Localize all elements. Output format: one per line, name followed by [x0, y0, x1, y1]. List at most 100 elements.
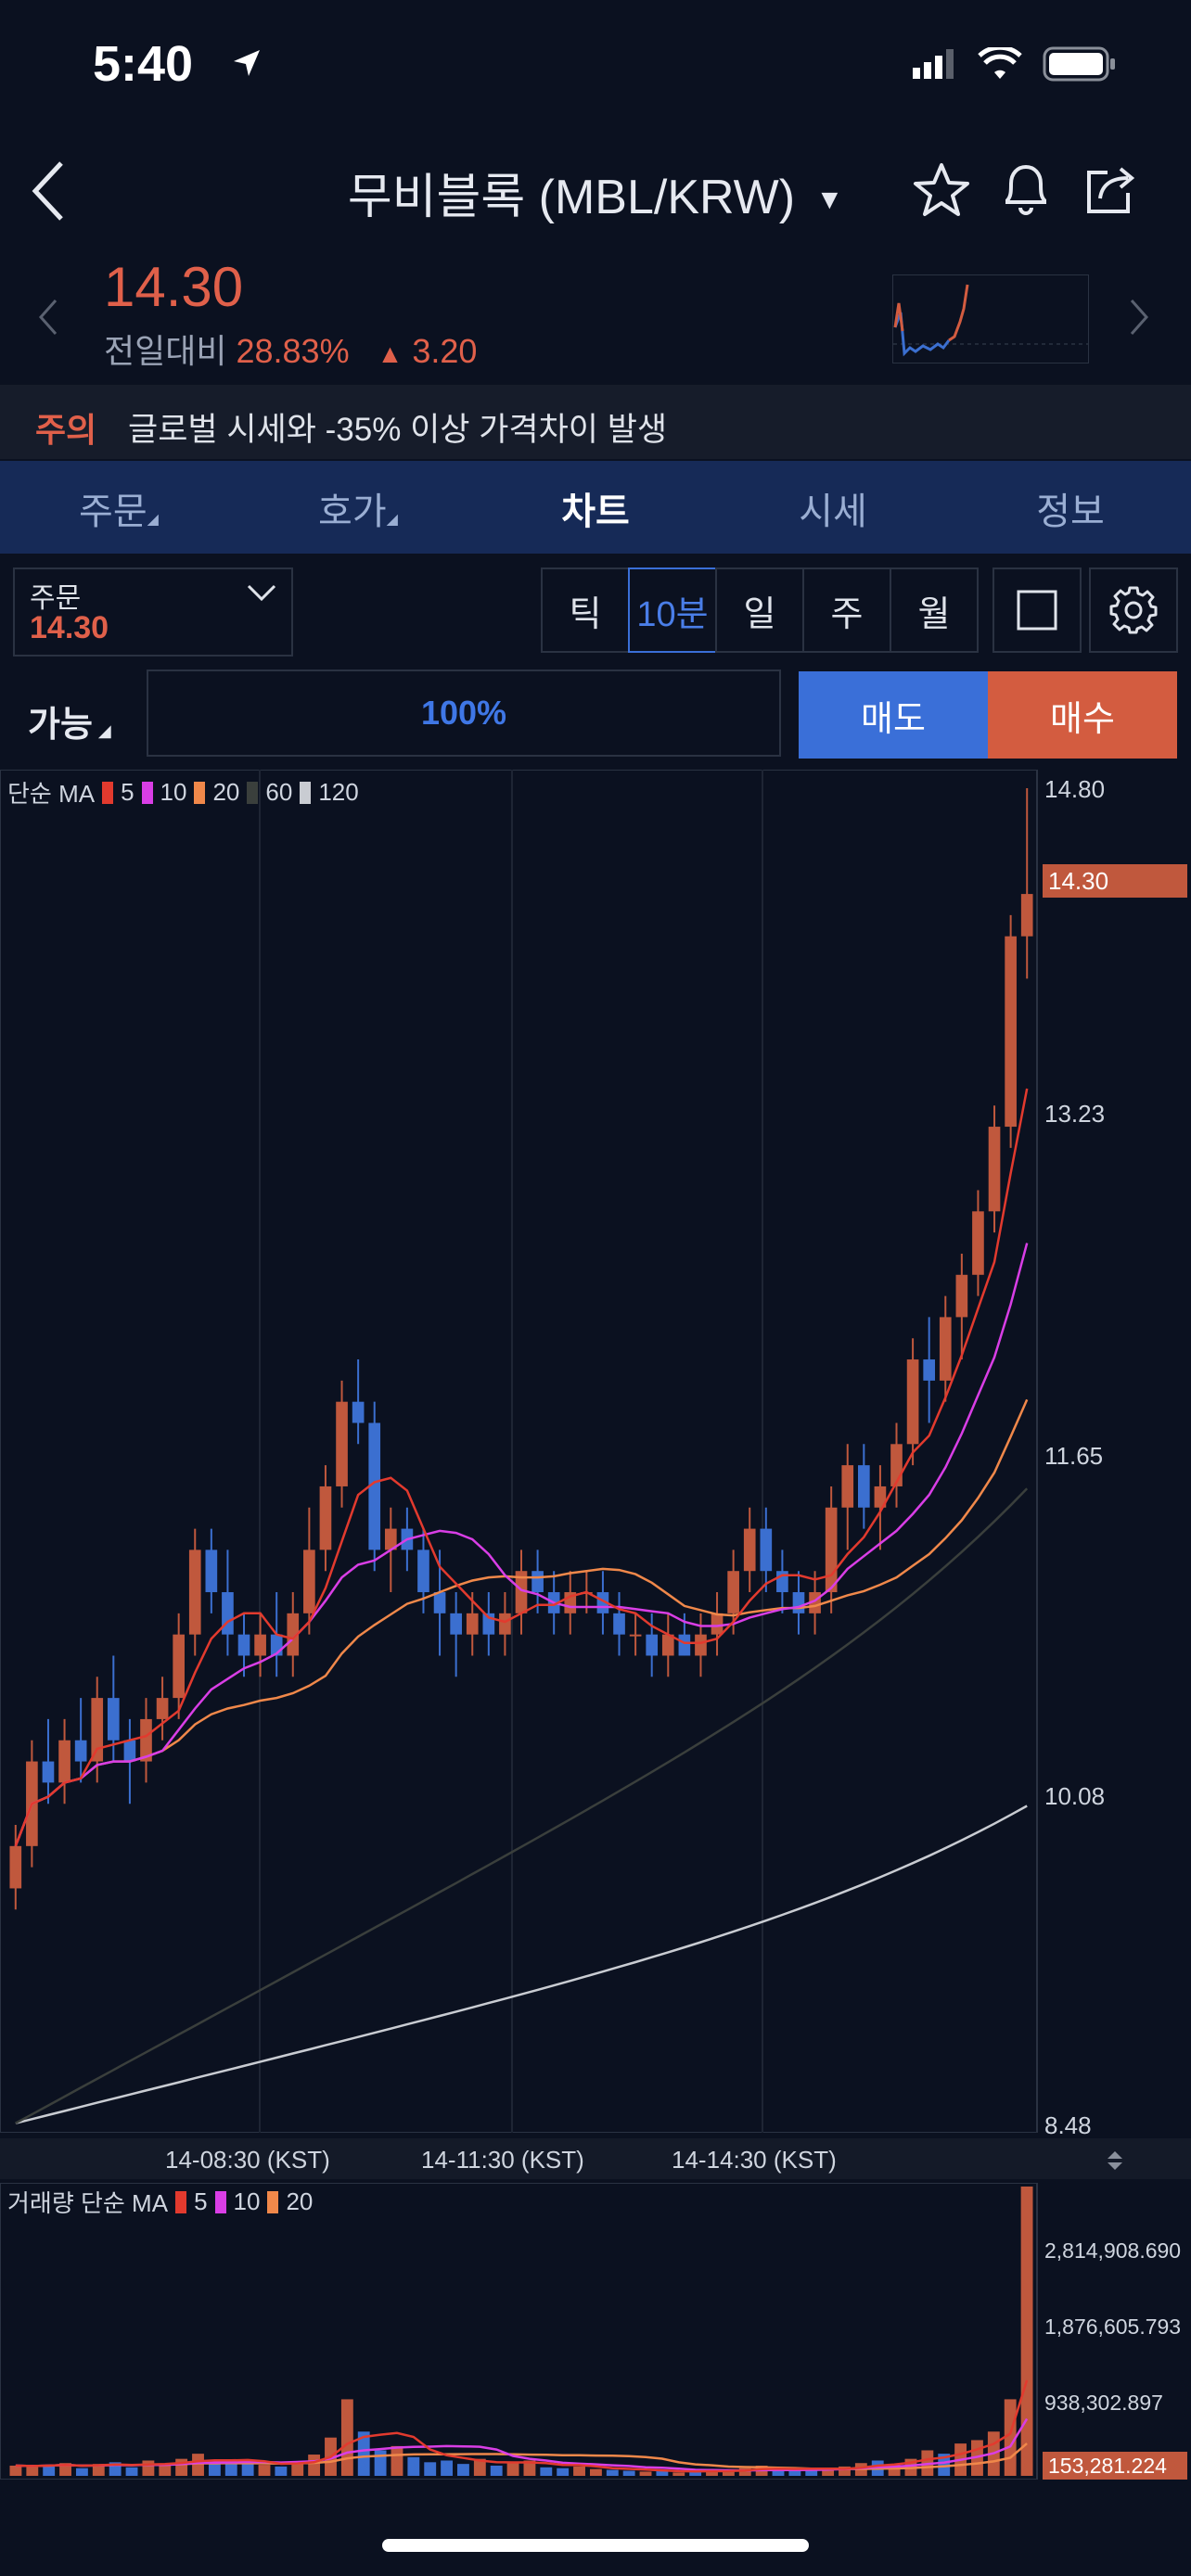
sell-button[interactable]: 매도 — [799, 671, 988, 759]
tab-order[interactable]: 주문◢ — [79, 481, 159, 535]
favorite-star-icon[interactable] — [913, 161, 970, 223]
gear-icon — [1109, 586, 1158, 634]
volume-bar — [722, 2470, 735, 2476]
ma10-line — [14, 1243, 1029, 1847]
timeframe-day[interactable]: 일 — [715, 567, 804, 653]
candle-body — [384, 1528, 397, 1550]
timeframe-month[interactable]: 월 — [890, 567, 979, 653]
order-price-value: 14.30 — [30, 610, 109, 645]
candle-body — [205, 1549, 218, 1593]
tab-chart[interactable]: 차트 — [561, 481, 630, 535]
share-icon[interactable] — [1082, 159, 1141, 223]
ma60-label: 60 — [265, 778, 293, 806]
candle-body — [613, 1613, 625, 1635]
next-market-icon[interactable] — [1128, 297, 1150, 342]
buy-button[interactable]: 매수 — [988, 671, 1177, 759]
volume-ma-legend: 거래량 단순 MA 5 10 20 — [7, 2185, 313, 2219]
price-chart[interactable] — [0, 769, 1191, 2134]
volume-tick-label: 1,876,605.793 — [1044, 2315, 1182, 2339]
volume-bar — [241, 2464, 254, 2476]
volume-chart[interactable] — [0, 2182, 1191, 2480]
candle-body — [858, 1465, 870, 1508]
volume-chart-svg — [0, 2182, 1038, 2480]
volume-bar — [805, 2469, 818, 2476]
order-percent-selector[interactable]: 100% — [147, 670, 781, 757]
candle-body — [58, 1740, 70, 1783]
volume-bar — [125, 2467, 138, 2476]
resize-handle-icon[interactable] — [1102, 2148, 1128, 2178]
available-label: 가능 — [28, 706, 93, 745]
timeframe-tick[interactable]: 틱 — [541, 567, 630, 653]
candle-body — [1020, 894, 1033, 937]
home-indicator[interactable] — [382, 2539, 809, 2552]
warning-banner[interactable]: 주의 글로벌 시세와 -35% 이상 가격차이 발생 — [0, 385, 1191, 459]
vma5-label: 5 — [194, 2187, 208, 2215]
volume-bar — [357, 2431, 370, 2476]
bell-icon[interactable] — [1000, 159, 1052, 223]
volume-bar — [208, 2463, 221, 2476]
candle-body — [531, 1571, 544, 1593]
volume-bar — [490, 2465, 503, 2476]
x-tick-label: 14-08:30 (KST) — [165, 2146, 330, 2174]
y-tick-label: 8.48 — [1044, 2111, 1092, 2139]
volume-frame — [0, 2182, 1038, 2480]
market-title-text: 무비블록 (MBL/KRW) — [347, 171, 796, 224]
tab-quotes[interactable]: 시세 — [799, 481, 867, 535]
ma5-label: 5 — [121, 778, 134, 806]
y-tick-label: 13.23 — [1044, 1100, 1106, 1128]
back-button[interactable] — [28, 158, 69, 229]
change-pct: 28.83% — [236, 332, 350, 370]
available-amount-toggle[interactable]: 가능 ◢ — [28, 695, 111, 746]
ma20-swatch — [194, 781, 206, 804]
volume-bar — [606, 2469, 619, 2476]
candle-body — [695, 1634, 707, 1656]
candle-body — [988, 1127, 1001, 1212]
volume-bar — [738, 2468, 751, 2476]
volume-bar — [26, 2466, 39, 2476]
timeframe-10min[interactable]: 10분 — [628, 567, 717, 653]
volume-bar — [291, 2461, 304, 2476]
ma5-swatch — [102, 781, 114, 804]
candle-body — [874, 1486, 887, 1508]
volume-bar — [473, 2458, 486, 2476]
candle-body — [661, 1634, 674, 1656]
volume-bar — [192, 2454, 204, 2476]
current-price: 14.30 — [104, 256, 244, 318]
candle-body — [91, 1698, 104, 1762]
ma-legend-title: 단순 MA — [7, 780, 96, 808]
current-price-tag: 14.30 — [1043, 864, 1187, 898]
volume-tick-label: 938,302.897 — [1044, 2391, 1163, 2415]
volume-bar — [656, 2470, 669, 2476]
ma60-swatch — [247, 781, 259, 804]
up-triangle-icon: ▲ — [377, 339, 403, 368]
warning-label: 주의 — [35, 411, 97, 449]
market-title[interactable]: 무비블록 (MBL/KRW) ▼ — [0, 158, 1191, 227]
prev-market-icon[interactable] — [37, 297, 59, 342]
settings-button[interactable] — [1089, 567, 1178, 653]
volume-bar — [92, 2464, 105, 2476]
candle-body — [287, 1613, 300, 1656]
candle-body — [368, 1422, 381, 1550]
volume-bar — [43, 2465, 56, 2476]
volume-bar — [689, 2471, 702, 2476]
tab-orderbook[interactable]: 호가◢ — [318, 481, 398, 535]
tab-info[interactable]: 정보 — [1036, 481, 1105, 535]
vma10-swatch — [214, 2190, 226, 2213]
timeframe-week[interactable]: 주 — [802, 567, 891, 653]
price-change: 전일대비 28.83% ▲ 3.20 — [104, 325, 477, 373]
candle-body — [629, 1634, 642, 1637]
signal-icon — [913, 49, 957, 83]
volume-bar — [822, 2468, 835, 2476]
candle-body — [140, 1718, 152, 1762]
candle-body — [74, 1740, 87, 1762]
order-type-dropdown[interactable]: 주문 14.30 — [13, 567, 293, 657]
candle-body — [792, 1592, 805, 1613]
fullscreen-button[interactable] — [992, 567, 1082, 653]
candle-body — [42, 1761, 55, 1783]
x-tick-label: 14-11:30 (KST) — [421, 2146, 584, 2174]
candle-body — [9, 1845, 22, 1889]
tab-chart-label: 차트 — [561, 491, 630, 532]
warning-text: 글로벌 시세와 -35% 이상 가격차이 발생 — [128, 412, 668, 448]
candle-body — [646, 1634, 659, 1656]
mini-sparkline — [892, 274, 1089, 363]
